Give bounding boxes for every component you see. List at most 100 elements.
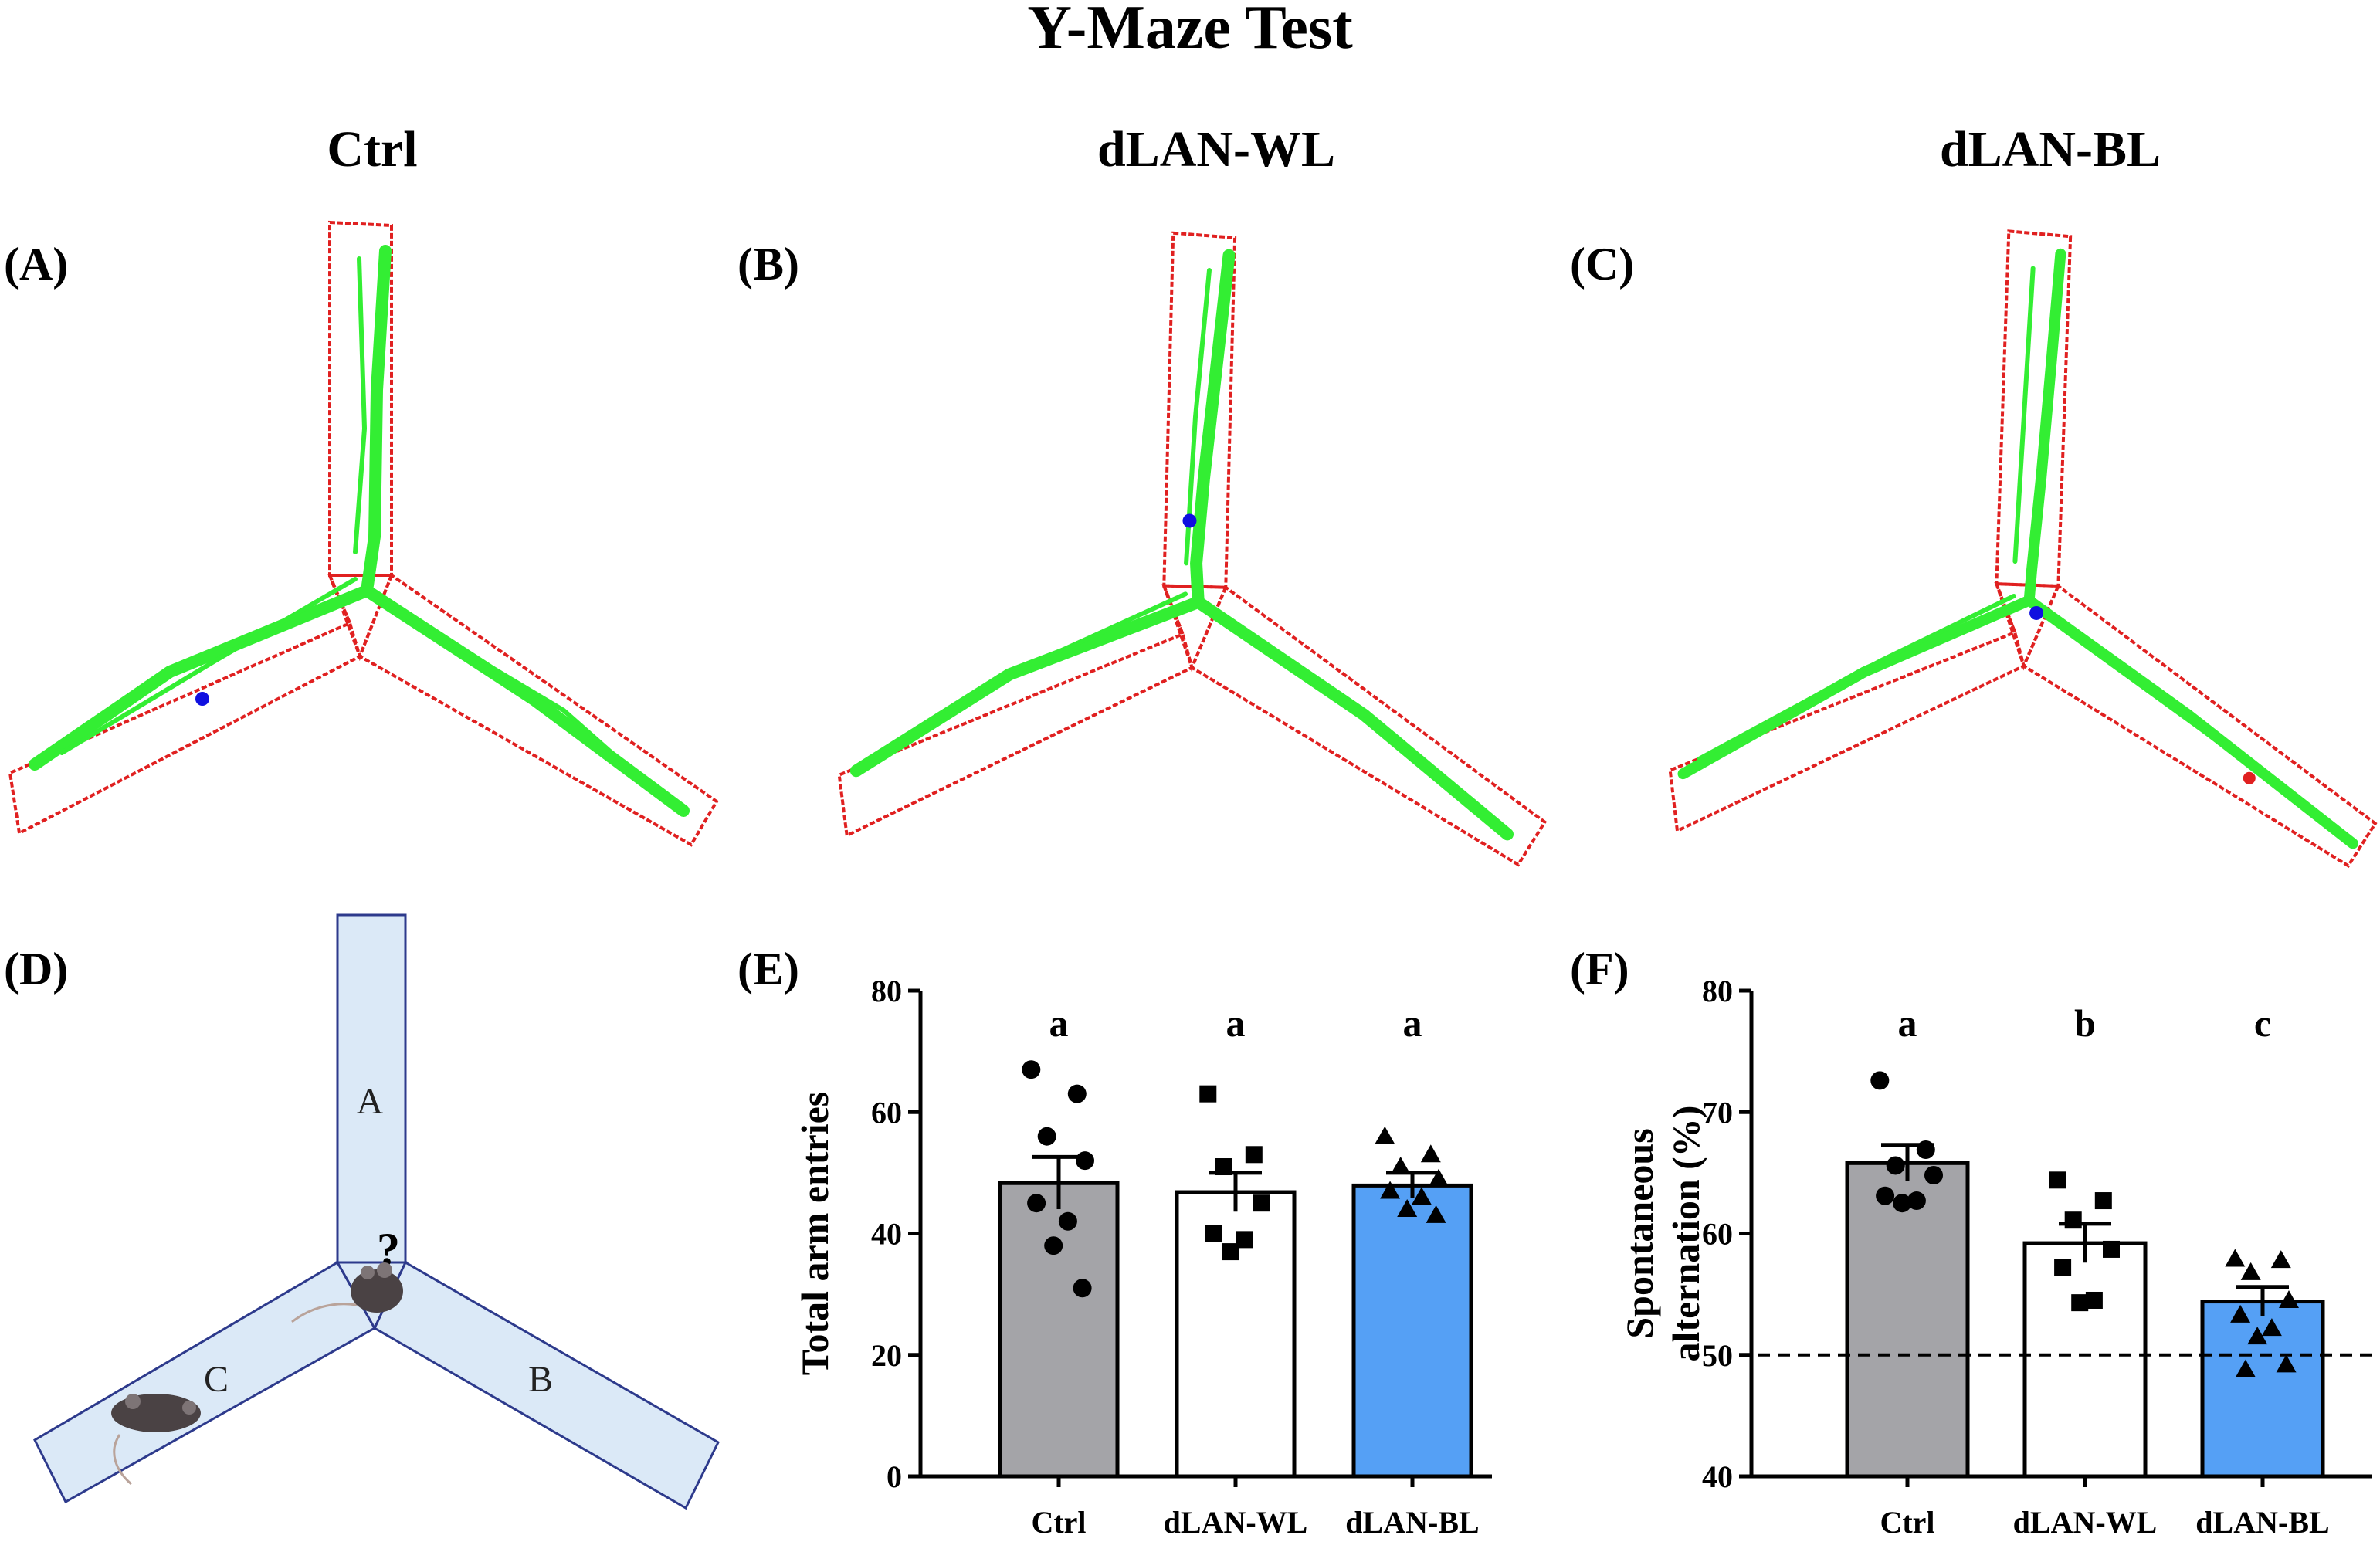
start-dot (2029, 605, 2044, 620)
data-point (2103, 1240, 2120, 1258)
panel-label-f: (F) (1570, 944, 1629, 995)
data-point (2235, 1359, 2256, 1377)
data-point (1022, 1060, 1041, 1079)
data-point (1222, 1243, 1239, 1261)
y-tick-label: 80 (1702, 974, 1733, 1008)
data-point (1037, 1127, 1056, 1146)
chart-total-arm-entries: a a a 0 20 40 60 80 Ctrl dLAN-WL dLAN-BL Total arm … (793, 974, 1492, 1540)
data-point (2240, 1262, 2261, 1280)
data-point (1916, 1140, 1935, 1159)
y-maze-schematic: A B C ? (33, 913, 720, 1510)
x-tick-label: Ctrl (1031, 1505, 1086, 1540)
data-point (2054, 1259, 2072, 1276)
movement-track-scatter (1697, 266, 2341, 834)
data-point (1205, 1225, 1222, 1242)
bar-ctrl (998, 1181, 1120, 1479)
track-plot-ctrl (8, 221, 718, 846)
bar-dlan-wl (2022, 1241, 2148, 1479)
column-title-ctrl: Ctrl (327, 121, 417, 178)
data-point (1426, 1205, 1446, 1223)
schematic-arm-a-label: A (357, 1081, 384, 1122)
data-point (1236, 1231, 1253, 1249)
data-point (1044, 1236, 1063, 1255)
data-point (2279, 1289, 2299, 1308)
y-axis-label-line1: Spontaneous (1618, 1128, 1661, 1338)
track-plot-dlan-wl (836, 222, 1562, 867)
x-tick-label: dLAN-WL (2013, 1505, 2158, 1540)
schematic-arm-c-label: C (204, 1359, 229, 1400)
data-point (2225, 1249, 2246, 1267)
data-point (1886, 1156, 1905, 1175)
data-point (1390, 1157, 1411, 1175)
significance-letter: a (1226, 1001, 1246, 1045)
bar-dlan-bl (1351, 1183, 1473, 1479)
column-title-dlan-wl: dLAN-WL (1097, 121, 1335, 178)
schematic-arm-b-label: B (528, 1359, 553, 1400)
significance-letter: a (1049, 1001, 1069, 1045)
track-plot-dlan-bl (1667, 220, 2380, 866)
y-tick-label: 60 (871, 1095, 902, 1130)
data-point (1199, 1085, 1217, 1103)
data-point (1411, 1187, 1432, 1205)
panel-label-e: (E) (737, 944, 799, 995)
data-point (1380, 1181, 1401, 1199)
data-point (2230, 1304, 2251, 1323)
x-tick-label: dLAN-BL (2195, 1505, 2329, 1540)
y-axis-label: Total arm entries (793, 1092, 836, 1376)
y-axis-label-line2: alternation (%) (1664, 1106, 1707, 1362)
start-dot (1182, 513, 1197, 528)
panel-label-c: (C) (1570, 239, 1634, 290)
data-point (2270, 1250, 2291, 1269)
mouse-icon (291, 1262, 403, 1323)
data-point (2049, 1171, 2066, 1189)
data-point (1076, 1151, 1094, 1171)
data-point (1429, 1168, 1449, 1187)
significance-letter: b (2074, 1001, 2096, 1045)
mouse-icon (111, 1394, 201, 1486)
panel-label-d: (D) (4, 944, 68, 995)
y-tick-label: 80 (871, 974, 902, 1008)
y-tick-label: 40 (871, 1217, 902, 1252)
movement-track-scatter (866, 268, 1503, 829)
start-dot (195, 692, 209, 706)
data-point (2085, 1291, 2103, 1309)
significance-letter: a (1898, 1001, 1917, 1045)
figure-title: Y-Maze Test (1027, 0, 1353, 62)
data-point (1876, 1186, 1895, 1205)
x-tick-label: dLAN-BL (1345, 1505, 1479, 1540)
maze-outline (1667, 220, 2380, 866)
end-dot (2243, 771, 2256, 784)
data-point (1058, 1211, 1077, 1231)
data-point (1067, 1084, 1087, 1103)
data-point (2276, 1354, 2297, 1373)
significance-letter: c (2254, 1001, 2271, 1045)
bar-dlan-bl (2200, 1300, 2325, 1479)
data-point (2261, 1318, 2282, 1337)
x-tick-label: dLAN-WL (1164, 1505, 1308, 1540)
data-point (1245, 1146, 1263, 1164)
data-point (2247, 1327, 2268, 1345)
data-point (2094, 1192, 2112, 1210)
y-tick-label: 70 (1702, 1095, 1733, 1130)
data-point (1893, 1194, 1912, 1213)
data-point (1375, 1126, 1395, 1144)
y-tick-label: 40 (1702, 1459, 1733, 1494)
chart-spontaneous-alternation: a b c 40 50 60 70 80 Ctrl dLAN-WL dLAN-BL Spontaneo… (1618, 974, 2372, 1540)
y-tick-label: 60 (1702, 1217, 1733, 1252)
data-point (1397, 1199, 1418, 1218)
y-tick-label: 20 (871, 1338, 902, 1373)
data-point (2071, 1294, 2089, 1312)
data-point (1924, 1166, 1943, 1185)
data-point (1027, 1194, 1046, 1213)
data-point (1073, 1279, 1092, 1298)
data-point (2064, 1211, 2082, 1229)
significance-letter: a (1403, 1001, 1422, 1045)
movement-track-scatter (59, 256, 666, 801)
y-tick-label: 50 (1702, 1338, 1733, 1373)
panel-label-a: (A) (4, 239, 68, 290)
panel-label-b: (B) (737, 239, 799, 290)
data-point (1907, 1191, 1926, 1211)
data-point (1870, 1071, 1890, 1090)
bar-dlan-wl (1175, 1190, 1297, 1479)
